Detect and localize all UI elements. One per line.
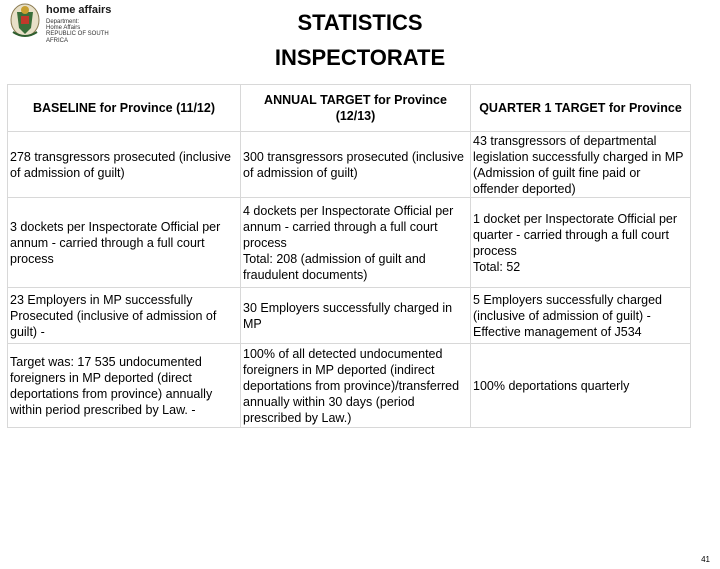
table-row: 278 transgressors prosecuted (inclusive … [7, 131, 691, 198]
table-row: Target was: 17 535 undocumented foreigne… [7, 343, 691, 428]
table-row: 23 Employers in MP successfully Prosecut… [7, 287, 691, 344]
table-cell: 5 Employers successfully charged (inclus… [470, 287, 691, 344]
table-header-row: BASELINE for Province (11/12) ANNUAL TAR… [7, 84, 691, 132]
logo-sub-line: REPUBLIC OF SOUTH AFRICA [46, 31, 109, 44]
table-cell: 43 transgressors of departmental legisla… [470, 131, 691, 198]
header-quarter-target: QUARTER 1 TARGET for Province [470, 84, 691, 132]
table-cell: 3 dockets per Inspectorate Official per … [7, 197, 241, 288]
table-cell: Target was: 17 535 undocumented foreigne… [7, 343, 241, 428]
table-cell: 4 dockets per Inspectorate Official per … [240, 197, 471, 288]
home-affairs-logo: home affairs Department: Home Affairs RE… [6, 2, 126, 44]
table-cell: 300 transgressors prosecuted (inclusive … [240, 131, 471, 198]
table-cell: 278 transgressors prosecuted (inclusive … [7, 131, 241, 198]
table-cell: 1 docket per Inspectorate Official per q… [470, 197, 691, 288]
table-cell: 23 Employers in MP successfully Prosecut… [7, 287, 241, 344]
table-cell: 100% of all detected undocumented foreig… [240, 343, 471, 428]
header-baseline: BASELINE for Province (11/12) [7, 84, 241, 132]
page-title: STATISTICS [297, 10, 423, 35]
table-cell: 100% deportations quarterly [470, 343, 691, 428]
logo-sub-line: Department: [46, 19, 80, 25]
coat-of-arms-icon [10, 3, 40, 37]
table-row: 3 dockets per Inspectorate Official per … [7, 197, 691, 288]
page-subtitle: INSPECTORATE [274, 45, 446, 70]
logo-sub-line: Home Affairs [46, 25, 81, 31]
header-annual-target: ANNUAL TARGET for Province (12/13) [240, 84, 471, 132]
page-number: 41 [701, 555, 710, 564]
table-cell: 30 Employers successfully charged in MP [240, 287, 471, 344]
logo-brand-text: home affairs [46, 4, 112, 16]
inspectorate-statistics-table: BASELINE for Province (11/12) ANNUAL TAR… [7, 84, 691, 428]
